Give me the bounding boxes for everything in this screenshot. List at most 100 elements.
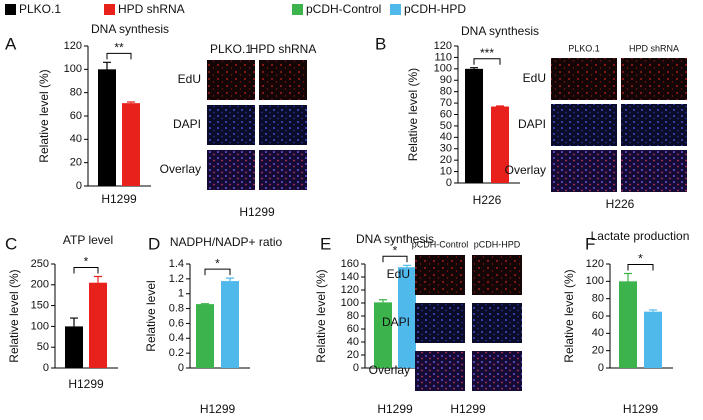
chart-title: DNA synthesis — [91, 22, 169, 36]
panel-letter: D — [148, 234, 160, 253]
micrograph — [621, 150, 687, 192]
error-bar — [127, 101, 135, 104]
y-tick-label: 100 — [434, 63, 452, 75]
significance-label: * — [638, 252, 643, 266]
micrograph — [259, 60, 307, 100]
panel-letter: A — [5, 34, 17, 53]
y-tick-label: 0 — [598, 362, 604, 374]
legend-label: PLKO.1 — [19, 2, 61, 16]
image-row-label: Overlay — [505, 163, 546, 177]
y-tick-label: 60 — [440, 108, 452, 120]
chart-title: ATP level — [63, 233, 113, 247]
chart-title: Lactate production — [591, 229, 690, 243]
chart-title: DNA synthesis — [461, 24, 539, 38]
image-caption: H1299 — [450, 402, 486, 416]
y-tick-label: 0 — [178, 362, 184, 374]
y-tick-label: 20 — [592, 345, 604, 357]
y-tick-label: 0 — [76, 180, 82, 192]
y-tick-label: 0 — [43, 362, 49, 374]
y-axis-label: Relative level (%) — [406, 68, 420, 161]
y-tick-label: 0.2 — [169, 347, 184, 359]
micrograph — [207, 150, 255, 190]
chart-title: DNA synthesis — [356, 232, 434, 246]
bar — [221, 281, 239, 368]
y-tick-label: 120 — [586, 258, 604, 270]
bar — [644, 311, 662, 368]
significance-label: *** — [480, 46, 494, 60]
y-tick-label: 50 — [440, 120, 452, 132]
bar — [398, 267, 416, 368]
y-tick-label: 80 — [592, 293, 604, 305]
y-tick-label: 0.4 — [169, 332, 184, 344]
y-tick-label: 40 — [592, 327, 604, 339]
y-tick-label: 0.6 — [169, 317, 184, 329]
significance-bracket — [627, 264, 654, 271]
image-row-label: DAPI — [518, 117, 546, 131]
bar — [465, 68, 483, 183]
error-bar — [226, 277, 234, 282]
bar — [374, 302, 392, 368]
y-tick-label: 110 — [434, 51, 452, 63]
y-tick-label: 200 — [31, 279, 49, 291]
y-tick-label: 70 — [440, 97, 452, 109]
y-tick-label: 100 — [64, 63, 82, 75]
y-tick-label: 80 — [347, 310, 359, 322]
image-column-label: PLKO.1 — [210, 42, 252, 56]
legend-swatch — [390, 4, 401, 15]
significance-bracket — [106, 52, 132, 60]
y-tick-label: 60 — [70, 110, 82, 122]
image-row-label: EdU — [523, 71, 546, 85]
y-tick-label: 90 — [440, 74, 452, 86]
y-tick-label: 140 — [341, 271, 359, 283]
bar — [196, 304, 214, 368]
significance-bracket — [73, 266, 99, 274]
panel-letter: E — [320, 234, 331, 253]
significance-label: * — [84, 255, 89, 269]
significance-label: * — [393, 243, 398, 257]
y-tick-label: 120 — [341, 284, 359, 296]
y-tick-label: 0 — [446, 177, 452, 189]
chart-title: NADPH/NADP+ ratio — [170, 235, 283, 249]
x-category-label: H226 — [473, 193, 502, 207]
image-caption: H226 — [606, 197, 635, 211]
legend-swatch — [5, 4, 16, 15]
image-column-label: HPD shRNA — [250, 42, 317, 56]
y-tick-label: 120 — [434, 40, 452, 52]
micrograph — [415, 351, 465, 391]
legend-label: HPD shRNA — [118, 2, 185, 16]
y-tick-label: 40 — [70, 133, 82, 145]
panel-letter: B — [375, 34, 386, 53]
significance-bracket — [473, 58, 501, 65]
x-category-label: H1299 — [377, 402, 413, 416]
error-bar — [624, 272, 632, 282]
micrograph — [551, 150, 617, 192]
y-tick-label: 20 — [70, 157, 82, 169]
y-tick-label: 40 — [440, 131, 452, 143]
panel-letter: C — [5, 234, 17, 253]
image-row-label: EdU — [387, 267, 410, 281]
error-bar — [649, 309, 657, 312]
image-row-label: DAPI — [382, 315, 410, 329]
bar — [491, 106, 509, 183]
micrograph — [207, 60, 255, 100]
error-bar — [94, 275, 102, 283]
significance-label: * — [215, 256, 220, 270]
image-column-label: PLKO.1 — [568, 43, 600, 53]
y-axis-label: Relative level (%) — [314, 269, 328, 362]
micrograph — [259, 150, 307, 190]
bar — [619, 281, 637, 368]
y-tick-label: 150 — [31, 300, 49, 312]
x-category-label: H1299 — [200, 402, 236, 416]
significance-bracket — [204, 268, 231, 276]
y-axis-label: Relative level (%) — [37, 69, 51, 162]
image-column-label: pCDH-HPD — [474, 239, 521, 249]
error-bar — [379, 299, 387, 303]
y-axis-label: Relative level (%) — [562, 269, 576, 362]
error-bar — [496, 105, 504, 107]
y-tick-label: 0.8 — [169, 302, 184, 314]
micrograph — [472, 303, 522, 343]
legend-swatch — [104, 4, 115, 15]
bar — [122, 103, 140, 186]
bar — [65, 326, 83, 368]
x-category-label: H1299 — [101, 192, 137, 206]
